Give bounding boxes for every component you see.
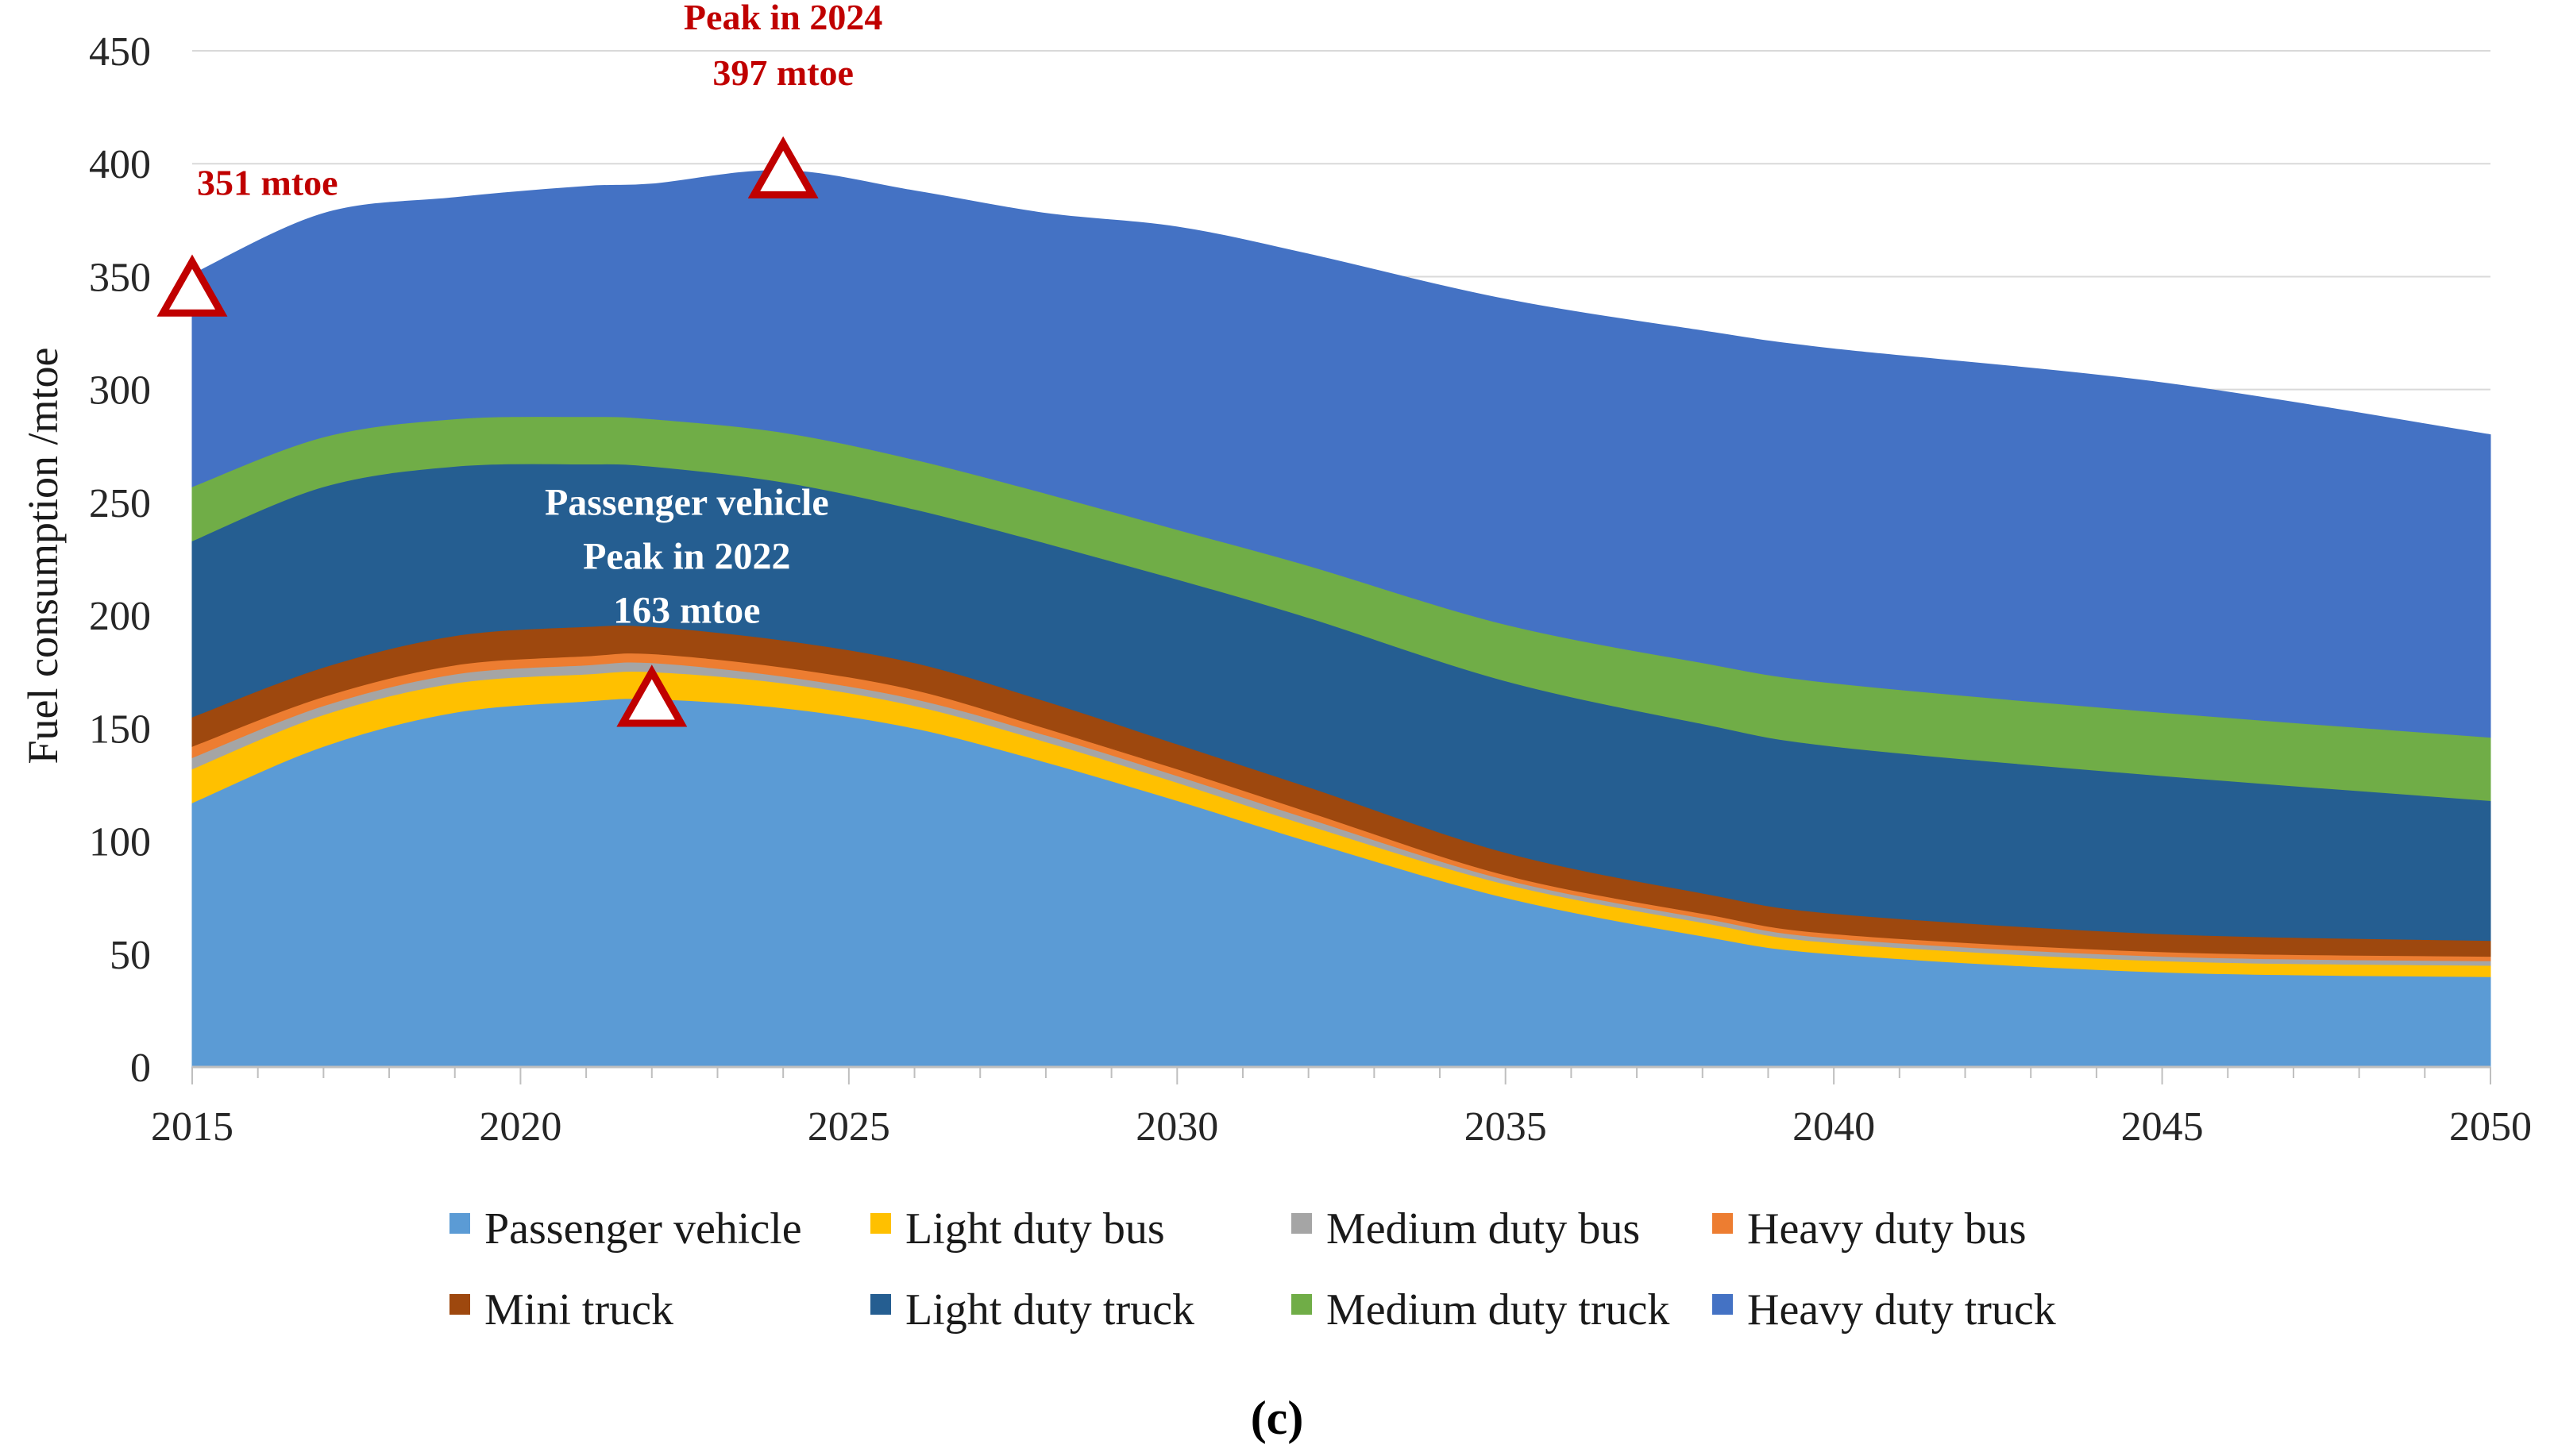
y-tick-label: 100 xyxy=(89,820,151,865)
annotation-label: Passenger vehicle xyxy=(545,481,829,523)
x-tick-label: 2040 xyxy=(1792,1104,1875,1150)
legend-swatch-medium-duty-bus xyxy=(1291,1213,1312,1234)
legend: Passenger vehicle Light duty bus Medium du… xyxy=(449,1204,2056,1335)
y-tick-label: 200 xyxy=(89,594,151,639)
area-heavy-duty-truck xyxy=(191,170,2491,738)
y-tick-label: 400 xyxy=(89,142,151,187)
legend-swatch-heavy-duty-truck xyxy=(1712,1294,1733,1315)
x-tick-label: 2050 xyxy=(2449,1104,2532,1150)
peak-marker-triangle xyxy=(616,664,688,727)
y-tick-label: 450 xyxy=(89,29,151,75)
annotation-label: 397 mtoe xyxy=(712,52,854,93)
legend-label-heavy-duty-truck: Heavy duty truck xyxy=(1747,1285,2056,1335)
y-tick-label: 350 xyxy=(89,255,151,300)
legend-swatch-mini-truck xyxy=(449,1294,470,1315)
x-tick-label: 2020 xyxy=(479,1104,561,1150)
legend-label-light-duty-truck: Light duty truck xyxy=(905,1285,1194,1335)
legend-swatch-medium-duty-truck xyxy=(1291,1294,1312,1315)
legend-swatch-light-duty-bus xyxy=(870,1213,891,1234)
y-tick-label: 300 xyxy=(89,368,151,414)
legend-label-mini-truck: Mini truck xyxy=(484,1285,673,1335)
legend-swatch-light-duty-truck xyxy=(870,1294,891,1315)
caption: (c) xyxy=(1251,1392,1304,1444)
annotation-label: 351 mtoe xyxy=(197,163,338,203)
axes: 0 50 100 150 200 250 300 350 400 450 2015 2020 2025 2… xyxy=(89,29,2532,1150)
x-tick-label: 2045 xyxy=(2121,1104,2204,1150)
y-tick-label: 0 xyxy=(130,1046,151,1091)
annotation-label: Peak in 2024 xyxy=(684,0,882,37)
legend-label-heavy-duty-bus: Heavy duty bus xyxy=(1747,1204,2027,1254)
x-tick-label: 2015 xyxy=(151,1104,233,1150)
legend-label-passenger-vehicle: Passenger vehicle xyxy=(484,1204,802,1254)
legend-swatch-heavy-duty-bus xyxy=(1712,1213,1733,1234)
legend-swatch-passenger-vehicle xyxy=(449,1213,470,1234)
y-axis-title: Fuel consumption /mtoe xyxy=(19,348,67,765)
peak-marker-triangle xyxy=(747,136,819,198)
annotation-label: 163 mtoe xyxy=(613,589,760,631)
x-tick-label: 2030 xyxy=(1136,1104,1218,1150)
y-tick-label: 150 xyxy=(89,707,151,752)
y-tick-label: 250 xyxy=(89,481,151,526)
x-tick-label: 2025 xyxy=(808,1104,890,1150)
annotations: 351 mtoe Peak in 2024 397 mtoe Passenger ve… xyxy=(156,0,882,727)
legend-label-medium-duty-truck: Medium duty truck xyxy=(1326,1285,1669,1335)
legend-label-light-duty-bus: Light duty bus xyxy=(905,1204,1165,1254)
stacked-areas xyxy=(191,170,2491,1068)
y-tick-label: 50 xyxy=(110,933,151,978)
annotation-label: Peak in 2022 xyxy=(583,535,790,577)
x-tick-label: 2035 xyxy=(1464,1104,1547,1150)
legend-label-medium-duty-bus: Medium duty bus xyxy=(1326,1204,1640,1254)
peak-marker-triangle xyxy=(156,254,228,317)
